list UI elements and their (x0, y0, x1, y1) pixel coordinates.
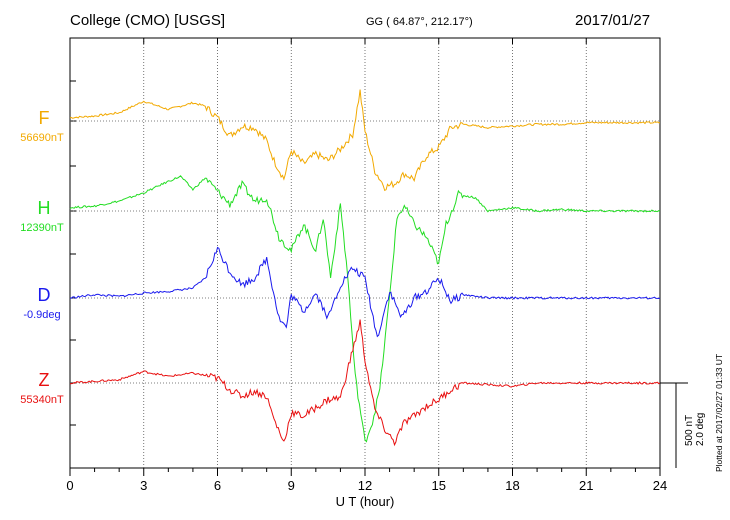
x-tick-label: 6 (214, 478, 221, 493)
series-line-h (69, 175, 661, 443)
x-tick-label: 21 (579, 478, 593, 493)
channel-baseline-h: 12390nT (20, 222, 64, 234)
series-line-z (69, 319, 661, 447)
x-axis-label: U T (hour) (336, 494, 395, 509)
chart-date: 2017/01/27 (575, 12, 651, 29)
channel-baseline-f: 56690nT (20, 132, 64, 144)
channel-baseline-d: -0.9deg (23, 309, 60, 321)
channel-label-d: D (38, 285, 51, 305)
x-tick-label: 15 (432, 478, 446, 493)
x-tick-label: 12 (358, 478, 372, 493)
chart-title: College (CMO) [USGS] (70, 12, 226, 29)
channel-label-f: F (39, 108, 50, 128)
x-tick-label: 24 (653, 478, 667, 493)
x-tick-label: 3 (140, 478, 147, 493)
x-tick-label: 9 (288, 478, 295, 493)
channel-label-h: H (38, 198, 51, 218)
x-tick-label: 18 (505, 478, 519, 493)
plotted-note: Plotted at 2017/02/27 01:33 UT (714, 354, 724, 472)
scale-label-nt: 500 nT (684, 415, 695, 446)
channel-baseline-z: 55340nT (20, 394, 64, 406)
series-line-d (69, 246, 661, 338)
plot-frame (69, 37, 661, 469)
scale-label-deg: 2.0 deg (695, 413, 706, 446)
series-line-f (69, 89, 661, 192)
channel-label-z: Z (39, 370, 50, 390)
x-tick-label: 0 (66, 478, 73, 493)
station-coordinates: GG ( 64.87°, 212.17°) (366, 16, 473, 28)
